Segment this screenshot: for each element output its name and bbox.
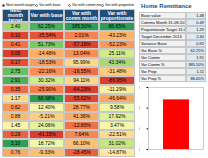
html-text:2.75: 2.75 bbox=[10, 68, 21, 74]
html-text:9.58%: 9.58% bbox=[109, 104, 125, 110]
html-text:66.10%: 66.10% bbox=[73, 140, 90, 146]
html-text:0.76: 0.76 bbox=[10, 149, 21, 155]
html-text:Var Comm: Var Comm bbox=[141, 54, 160, 60]
html-text:7.64%: 7.64% bbox=[74, 131, 89, 137]
html-text:-41.15%: -41.15% bbox=[37, 131, 56, 137]
html-text:68.98%: 68.98% bbox=[38, 95, 55, 101]
html-text:0.05: 0.05 bbox=[10, 50, 21, 56]
html-text:62.25%: 62.25% bbox=[38, 23, 55, 29]
html-text:-11.29%: -11.29% bbox=[107, 86, 127, 92]
html-text:28.77%: 28.77% bbox=[73, 104, 90, 110]
html-text:Var Comm %: Var Comm % bbox=[141, 61, 165, 67]
html-text:Home Remittance: Home Remittance bbox=[141, 3, 192, 9]
html-text:-16.55%: -16.55% bbox=[72, 68, 91, 74]
html-text:86.65%: 86.65% bbox=[190, 75, 204, 81]
html-text:-22.51%: -22.51% bbox=[107, 131, 127, 137]
html-text:1.11: 1.11 bbox=[196, 68, 204, 74]
svg-text:0.0: 0.0 bbox=[139, 147, 140, 152]
html-text:-25.90%: -25.90% bbox=[37, 86, 56, 92]
html-text:-18.53%: -18.53% bbox=[37, 59, 56, 65]
html-text:-9.33%: -9.33% bbox=[38, 149, 55, 155]
html-text:62.25%: 62.25% bbox=[190, 47, 204, 53]
html-text:86.65%: 86.65% bbox=[108, 23, 126, 29]
html-text:3.47%: 3.47% bbox=[109, 122, 125, 128]
html-text:1.45: 1.45 bbox=[10, 122, 21, 128]
html-text:25.11%: 25.11% bbox=[108, 50, 126, 56]
html-text:12.40%: 12.40% bbox=[38, 104, 55, 110]
html-text:385.50%: 385.50% bbox=[188, 61, 204, 67]
html-text:18.72%: 18.72% bbox=[38, 140, 55, 146]
html-text:2.40: 2.40 bbox=[10, 23, 21, 29]
html-text:1.91: 1.91 bbox=[196, 54, 204, 60]
html-text:41.36%: 41.36% bbox=[73, 113, 90, 119]
html-text:-31.48%: -31.48% bbox=[107, 68, 127, 74]
html-text:0.88: 0.88 bbox=[10, 113, 21, 119]
html-text:-14.48%: -14.48% bbox=[37, 50, 56, 56]
html-text:0.62: 0.62 bbox=[10, 104, 21, 110]
html-text:Var with comm month: Var with comm month bbox=[65, 9, 98, 21]
html-text:-43.23%: -43.23% bbox=[107, 32, 127, 38]
html-text:-46.64%: -46.64% bbox=[107, 95, 127, 101]
html-text:2.40: 2.40 bbox=[196, 33, 204, 39]
svg-text:1.0: 1.0 bbox=[139, 126, 140, 131]
html-text:Var Base %: Var Base % bbox=[141, 47, 162, 53]
html-text:-57.18%: -57.18% bbox=[72, 41, 91, 47]
html-text:-86.95%: -86.95% bbox=[107, 77, 127, 83]
html-text:Var with base: Var with base bbox=[30, 12, 63, 18]
html-text:0.17: 0.17 bbox=[10, 59, 21, 65]
html-text:Target December 2013: Target December 2013 bbox=[141, 33, 182, 39]
html-text:0.10: 0.10 bbox=[10, 32, 21, 38]
html-text:1.48: 1.48 bbox=[196, 12, 204, 18]
html-text:0.49: 0.49 bbox=[196, 19, 204, 25]
html-text:Variance Base: Variance Base bbox=[141, 40, 167, 46]
html-text:-5.21%: -5.21% bbox=[38, 113, 55, 119]
html-text:3.10: 3.10 bbox=[10, 140, 21, 146]
html-text:2.01%: 2.01% bbox=[74, 32, 89, 38]
html-text:Var Prop %: Var Prop % bbox=[141, 75, 162, 81]
html-text:1.29: 1.29 bbox=[196, 26, 204, 32]
html-text:13.04%: 13.04% bbox=[73, 50, 90, 56]
svg-text:3.0: 3.0 bbox=[139, 85, 140, 90]
html-text:Var with proportionate: Var with proportionate bbox=[100, 9, 134, 21]
html-text:-28.45%: -28.45% bbox=[72, 149, 91, 155]
html-text:0.41: 0.41 bbox=[10, 41, 21, 47]
html-text:385.50%: 385.50% bbox=[71, 23, 92, 29]
html-text:2.91: 2.91 bbox=[10, 77, 21, 83]
html-text:-12.83%: -12.83% bbox=[72, 122, 91, 128]
html-text:Base value: Base value bbox=[141, 12, 161, 18]
html-text:Var with base: Var with base bbox=[39, 3, 61, 7]
html-text:95.99%: 95.99% bbox=[73, 59, 90, 65]
html-text:-35.54%: -35.54% bbox=[37, 32, 56, 38]
html-text:Var Prop: Var Prop bbox=[141, 68, 157, 74]
html-text:0.29: 0.29 bbox=[10, 131, 21, 137]
html-text:24.06%: 24.06% bbox=[38, 122, 55, 128]
html-text:17.92%: 17.92% bbox=[108, 113, 126, 119]
html-text:0.35: 0.35 bbox=[10, 86, 21, 92]
html-text:31.02%: 31.02% bbox=[108, 140, 126, 146]
html-text:43.34%: 43.34% bbox=[108, 59, 126, 65]
html-text:-52.23%: -52.23% bbox=[107, 41, 127, 47]
html-text:1.17: 1.17 bbox=[10, 95, 21, 101]
html-text:30.32%: 30.32% bbox=[38, 77, 55, 83]
html-text:-14.87%: -14.87% bbox=[107, 149, 127, 155]
html-text:94.11%: 94.11% bbox=[73, 77, 90, 83]
svg-text:2.0: 2.0 bbox=[139, 105, 140, 110]
html-text:Next month target: Next month target bbox=[6, 3, 35, 7]
html-text:-22.16%: -22.16% bbox=[37, 68, 56, 74]
html-text:0.92: 0.92 bbox=[196, 40, 204, 46]
html-text:-64.23%: -64.23% bbox=[72, 86, 91, 92]
html-text:-55.62%: -55.62% bbox=[72, 95, 91, 101]
html-text:51.73%: 51.73% bbox=[38, 41, 55, 47]
